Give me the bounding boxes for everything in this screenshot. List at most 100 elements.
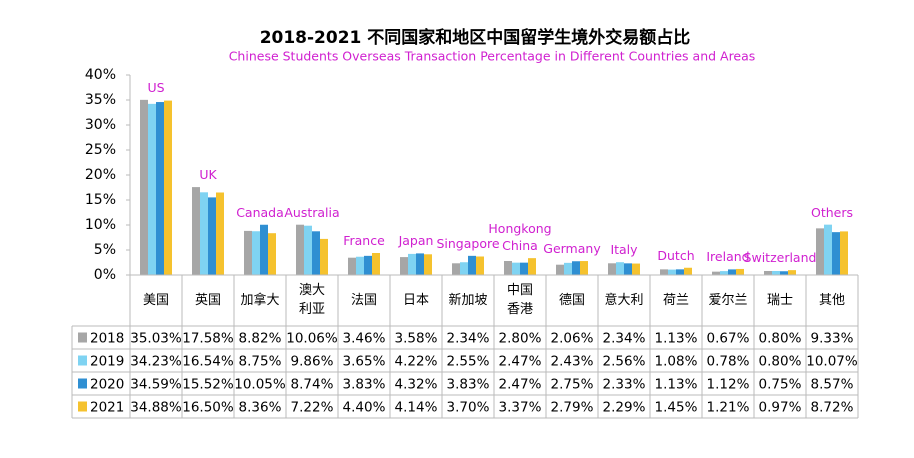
table-value: 8.75% (239, 354, 282, 370)
category-cell: 意大利 (604, 293, 643, 308)
category-cell: 中国香港 (506, 283, 533, 317)
annotation-box: Ireland (706, 249, 749, 264)
table-value: 4.14% (395, 400, 438, 416)
table-value: 0.78% (707, 354, 750, 370)
table-value: 9.86% (291, 354, 334, 370)
bar (416, 253, 424, 275)
bar (564, 262, 572, 275)
legend-swatch (78, 355, 87, 366)
bar (668, 269, 676, 275)
y-tick-label: 30% (85, 117, 116, 133)
bar (408, 253, 416, 275)
table-value: 0.80% (759, 354, 802, 370)
category-label: 其他 (818, 293, 845, 308)
bar (528, 258, 536, 275)
annotation: Canada (236, 204, 284, 220)
y-tick-label: 20% (85, 167, 116, 183)
category-label: 德国 (558, 293, 585, 308)
bar (512, 262, 520, 275)
annotation-box: Switzerland (743, 250, 817, 266)
annotation-box: Japan (398, 233, 434, 249)
annotation-box: US (147, 80, 164, 95)
bar (780, 271, 788, 275)
category-cell: 德国 (558, 293, 585, 308)
y-tick-label: 40% (85, 67, 116, 83)
bar (736, 268, 744, 275)
annotation: Hongkong China (488, 221, 552, 254)
category-cell: 英国 (195, 293, 221, 308)
table-value: 2.34% (603, 331, 646, 347)
category-cell: 加拿大 (240, 293, 280, 308)
table-value: 8.36% (239, 400, 282, 416)
table-value: 1.12% (707, 377, 750, 393)
table-value: 34.23% (130, 354, 182, 370)
bar (164, 100, 172, 275)
category-cell: 爱尔兰 (708, 293, 747, 308)
bar (216, 192, 224, 275)
bar (296, 224, 304, 275)
table-value: 3.46% (343, 331, 386, 347)
category-cell: 新加坡 (448, 293, 488, 308)
table-value: 1.08% (655, 354, 698, 370)
annotation-box: Italy (610, 242, 638, 258)
table-value: 7.22% (291, 400, 334, 416)
bar (580, 261, 588, 275)
category-label: 加拿大 (240, 293, 280, 308)
bar (660, 269, 668, 275)
table-value: 16.54% (182, 354, 234, 370)
bar (476, 256, 484, 275)
category-label: 新加坡 (448, 293, 488, 308)
table-value: 3.65% (343, 354, 386, 370)
bar (424, 254, 432, 275)
bar (840, 231, 848, 275)
table-value: 1.13% (655, 377, 698, 393)
table-value: 4.22% (395, 354, 438, 370)
legend-label: 2021 (90, 400, 124, 416)
bar (268, 233, 276, 275)
legend-swatch (78, 332, 87, 343)
annotation: Switzerland (743, 250, 817, 266)
annotation: Australia (284, 204, 340, 220)
legend-swatch (78, 378, 87, 389)
table-value: 34.59% (130, 377, 182, 393)
bar (608, 263, 616, 275)
table-value: 3.70% (447, 400, 490, 416)
annotation: Japan (398, 233, 434, 249)
bar (244, 230, 252, 275)
chart-title: 2018-2021 不同国家和地区中国留学生境外交易额占比 (260, 27, 691, 48)
bar (520, 262, 528, 275)
table-value: 1.13% (655, 331, 698, 347)
table-value: 8.74% (291, 377, 334, 393)
category-label: 中国香港 (506, 283, 533, 317)
table-value: 1.21% (707, 400, 750, 416)
table-value: 3.37% (499, 400, 542, 416)
y-tick-label: 25% (85, 142, 116, 158)
table-value: 3.83% (343, 377, 386, 393)
annotation-box: Hongkong China (488, 221, 552, 254)
bar (156, 102, 164, 275)
annotation-box: France (343, 233, 385, 248)
category-cell: 日本 (403, 293, 429, 308)
bar (140, 99, 148, 275)
bar (824, 224, 832, 275)
table-value: 17.58% (182, 331, 234, 347)
legend-label: 2019 (90, 354, 124, 370)
table-value: 2.75% (551, 377, 594, 393)
bar (712, 271, 720, 275)
bar (252, 231, 260, 275)
bar (572, 261, 580, 275)
annotation: France (343, 233, 385, 248)
table-value: 2.33% (603, 377, 646, 393)
annotation-box: Singapore (436, 235, 500, 251)
y-tick-label: 10% (85, 217, 116, 233)
category-cell: 其他 (818, 293, 845, 308)
bar (260, 224, 268, 275)
bar (304, 225, 312, 275)
annotation: Italy (610, 242, 638, 258)
category-label: 法国 (350, 293, 377, 308)
table-value: 2.55% (447, 354, 490, 370)
category-cell: 美国 (143, 293, 169, 308)
bar (616, 262, 624, 275)
annotation: Singapore (436, 235, 500, 251)
